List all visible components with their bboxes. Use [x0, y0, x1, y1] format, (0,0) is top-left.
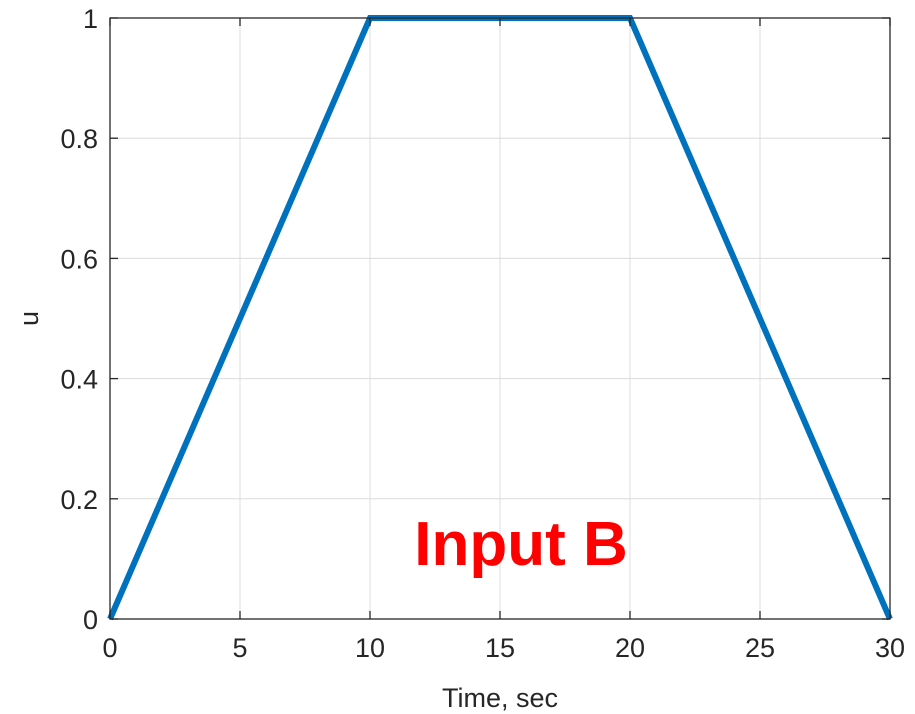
y-tick-label: 0.2 — [60, 485, 98, 515]
y-axis-label: u — [14, 311, 44, 326]
y-tick-labels: 0 0.2 0.4 0.6 0.8 1 — [60, 4, 98, 635]
x-tick-label: 20 — [615, 633, 645, 663]
y-tick-label: 1 — [83, 4, 98, 34]
x-tick-label: 5 — [232, 633, 247, 663]
x-tick-label: 25 — [745, 633, 775, 663]
x-tick-labels: 0 5 10 15 20 25 30 — [102, 633, 905, 663]
annotation-label: Input B — [414, 510, 628, 579]
x-tick-label: 15 — [485, 633, 515, 663]
x-tick-label: 10 — [355, 633, 385, 663]
ticks — [109, 17, 891, 620]
x-tick-label: 0 — [102, 633, 117, 663]
x-tick-label: 30 — [875, 633, 905, 663]
y-tick-label: 0.8 — [60, 124, 98, 154]
y-tick-label: 0 — [83, 605, 98, 635]
y-tick-label: 0.4 — [60, 365, 98, 395]
x-axis-label: Time, sec — [442, 683, 558, 713]
grid — [110, 18, 890, 619]
y-tick-label: 0.6 — [60, 244, 98, 274]
